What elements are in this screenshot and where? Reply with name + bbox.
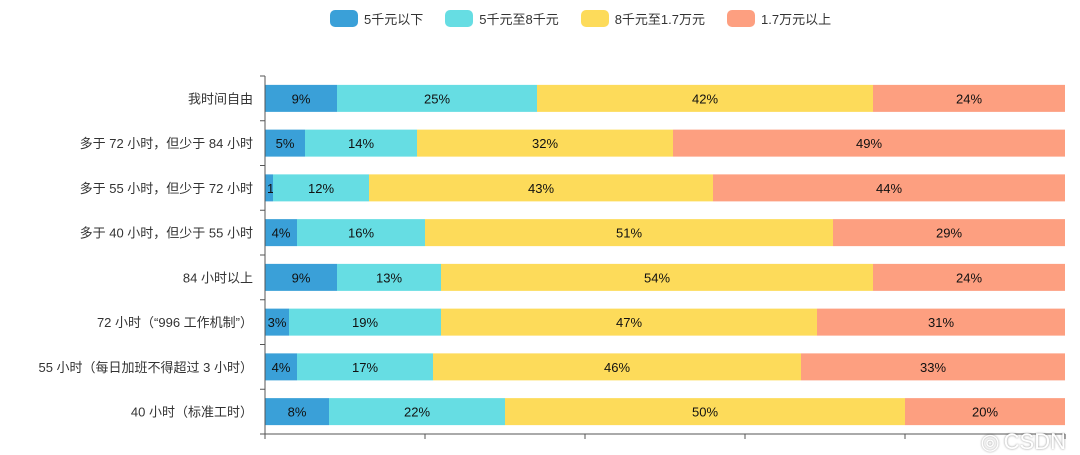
legend-swatch (727, 10, 756, 27)
bar-segment (425, 219, 833, 247)
data-label: 8% (288, 405, 307, 420)
legend-label: 1.7万元以上 (761, 12, 832, 27)
bar-segment (441, 308, 817, 336)
legend-swatch (330, 10, 358, 27)
bar-segment (369, 174, 713, 202)
data-label: 13% (376, 270, 402, 285)
data-label: 14% (348, 136, 374, 151)
data-label: 19% (352, 315, 378, 330)
bar-segment (905, 398, 1065, 426)
data-label: 50% (692, 405, 718, 420)
bar-segment (873, 84, 1065, 112)
bar-segment (297, 219, 425, 247)
watermark: ◎ CSDN (980, 429, 1066, 454)
category-label: 多于 40 小时，但少于 55 小时 (80, 226, 253, 241)
data-label: 49% (856, 136, 882, 151)
data-label: 25% (424, 91, 450, 106)
bar-segment (265, 129, 305, 157)
bar-segment (265, 398, 329, 426)
bar-segment (329, 398, 505, 426)
bar-segment (265, 174, 273, 202)
category-label: 72 小时（“996 工作机制”） (97, 315, 253, 330)
bar-segment (265, 219, 297, 247)
legend-label: 5千元至8千元 (479, 12, 559, 27)
data-label: 3% (268, 315, 287, 330)
data-label: 32% (532, 136, 558, 151)
data-label: 12% (308, 181, 334, 196)
legend-swatch (445, 10, 474, 27)
legend-item[interactable]: 5千元至8千元 (445, 9, 559, 28)
legend-item[interactable]: 8千元至1.7万元 (580, 9, 706, 28)
bar-segment (873, 263, 1065, 291)
data-label: 42% (692, 91, 718, 106)
data-label: 54% (644, 270, 670, 285)
category-label: 我时间自由 (188, 91, 253, 106)
bar-segment (265, 263, 337, 291)
bar-segment (817, 308, 1065, 336)
bar-segment (337, 263, 441, 291)
bar-segment (537, 84, 873, 112)
legend-item[interactable]: 1.7万元以上 (727, 9, 831, 28)
category-label: 40 小时（标准工时） (131, 405, 253, 420)
category-label: 55 小时（每日加班不得超过 3 小时） (38, 360, 253, 375)
data-label: 16% (348, 226, 374, 241)
data-label: 17% (352, 360, 378, 375)
category-label: 多于 72 小时，但少于 84 小时 (80, 136, 253, 151)
bar-segment (441, 263, 873, 291)
legend-label: 5千元以下 (364, 12, 424, 27)
bar-segment (337, 84, 537, 112)
legend: 5千元以下 5千元至8千元 8千元至1.7万元 1.7万元以上 (330, 9, 831, 28)
data-label: 9% (292, 270, 311, 285)
data-label: 47% (616, 315, 642, 330)
legend-swatch (580, 10, 609, 27)
bar-segment (305, 129, 417, 157)
data-label: 44% (876, 181, 902, 196)
data-label: 51% (616, 226, 642, 241)
bar-segment (433, 353, 801, 381)
data-label: 46% (604, 360, 630, 375)
bar-segment (713, 174, 1065, 202)
legend-label: 8千元至1.7万元 (614, 12, 706, 27)
bar-segment (265, 353, 297, 381)
data-label: 22% (404, 405, 430, 420)
bar-segment (801, 353, 1065, 381)
bar-segment (265, 84, 337, 112)
data-label: 9% (292, 91, 311, 106)
data-label: 31% (928, 315, 954, 330)
legend-item[interactable]: 5千元以下 (330, 9, 423, 28)
data-label: 24% (956, 270, 982, 285)
bar-segment (673, 129, 1065, 157)
data-label: 5% (276, 136, 295, 151)
wechat-icon: ◎ (980, 429, 1000, 454)
data-label: 43% (528, 181, 554, 196)
data-label: 24% (956, 91, 982, 106)
bar-segment (273, 174, 369, 202)
bar-segment (297, 353, 433, 381)
data-label: 4% (272, 226, 291, 241)
bar-segment (289, 308, 441, 336)
data-label: 4% (272, 360, 291, 375)
data-label: 29% (936, 226, 962, 241)
bar-segment (833, 219, 1065, 247)
bar-segment (417, 129, 673, 157)
category-label: 多于 55 小时，但少于 72 小时 (80, 181, 253, 196)
data-label: 33% (920, 360, 946, 375)
bar-segment (505, 398, 905, 426)
bar-segment (265, 308, 289, 336)
data-label: 20% (972, 405, 998, 420)
category-label: 84 小时以上 (183, 270, 253, 285)
